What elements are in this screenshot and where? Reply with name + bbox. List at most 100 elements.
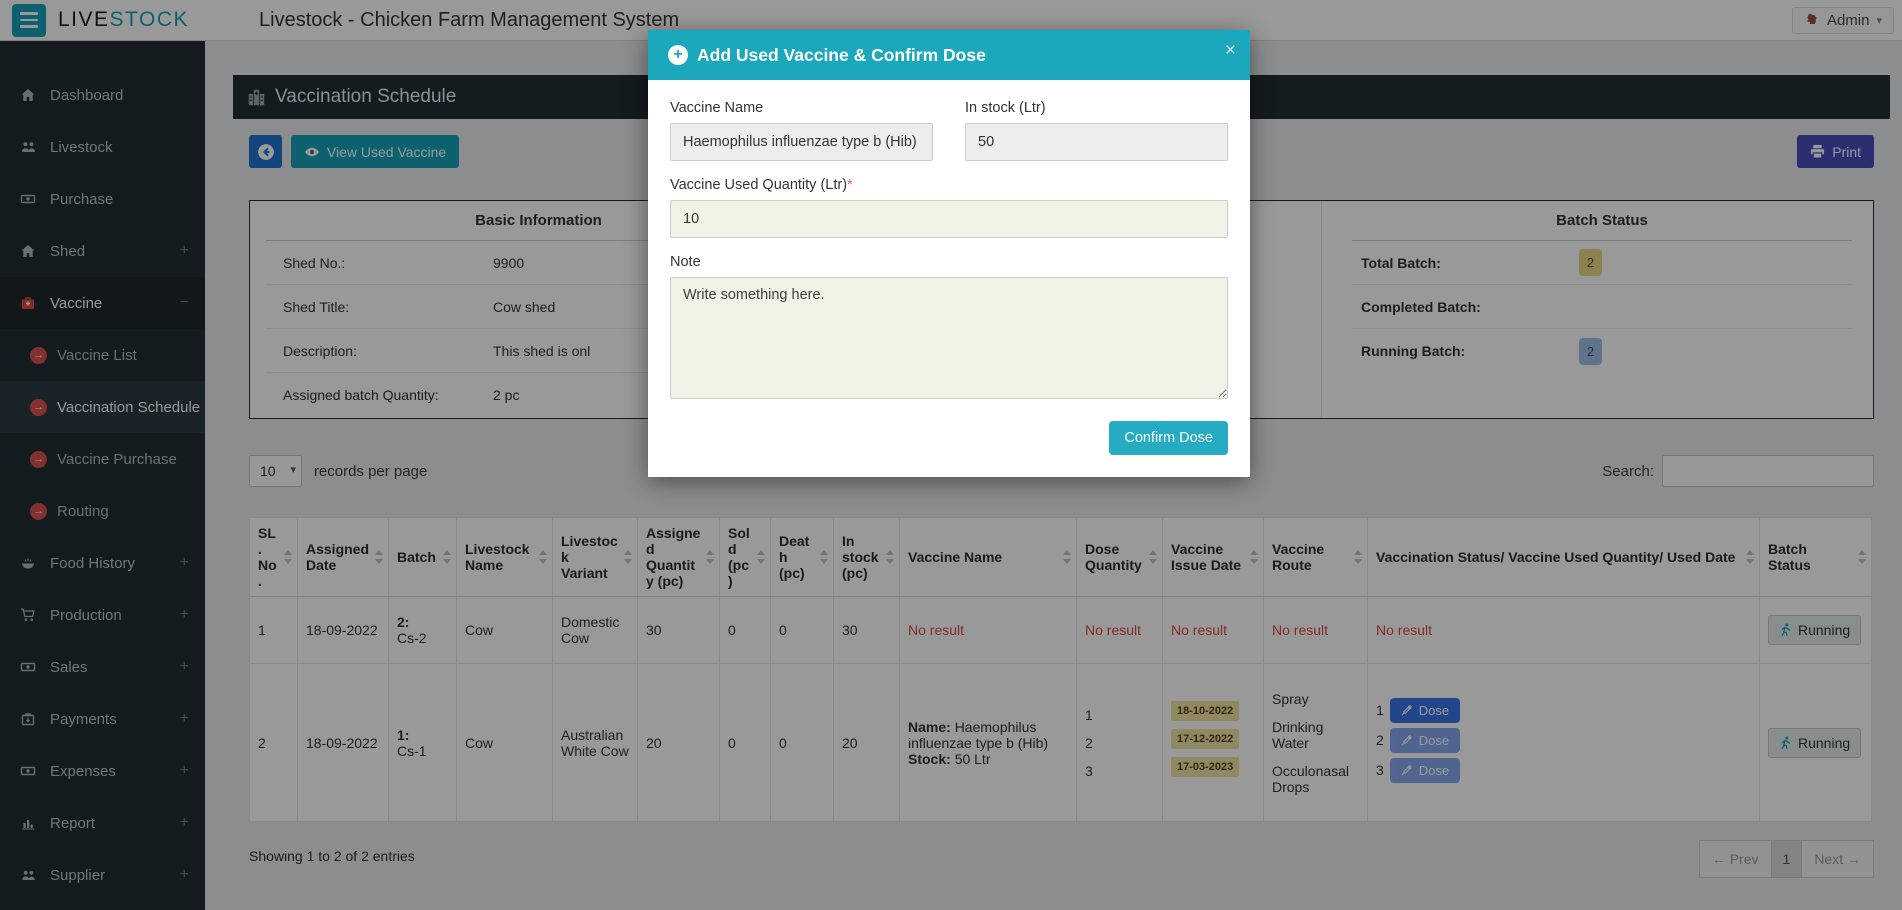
hamburger-menu-icon[interactable] [12, 3, 46, 37]
bowl-icon [18, 555, 38, 571]
modal-header: + Add Used Vaccine & Confirm Dose × [648, 30, 1250, 80]
col-assigned-date[interactable]: Assigned Date [297, 517, 389, 597]
col-batch[interactable]: Batch [388, 517, 457, 597]
sidebar-item-report[interactable]: Report + [0, 797, 205, 849]
view-used-vaccine-button[interactable]: View Used Vaccine [290, 135, 460, 168]
sidebar-item-routing[interactable]: → Routing [0, 485, 205, 537]
sidebar-item-payments[interactable]: Payments + [0, 693, 205, 745]
col-in-stock[interactable]: In stock (pc) [833, 517, 900, 597]
in-stock-input [965, 123, 1228, 161]
cell-vaccine-name: Name: Haemophilus influenzae type b (Hib… [899, 663, 1077, 822]
plus-circle-icon: + [668, 45, 688, 65]
cell-vaccine-name-empty: No result [899, 596, 1077, 664]
sidebar-item-label: Vaccine List [57, 346, 137, 364]
batch-status-completed-row: Completed Batch: [1352, 285, 1852, 329]
route-item: Occulonasal Drops [1272, 762, 1350, 795]
note-textarea[interactable] [670, 277, 1228, 399]
info-value: 2 pc [493, 387, 520, 403]
printer-icon [1811, 144, 1825, 159]
prev-page-button[interactable]: ← Prev [1698, 840, 1772, 878]
cell-assigned-qty: 30 [637, 596, 720, 664]
sidebar-item-purchase[interactable]: Purchase [0, 173, 205, 225]
page-1-button[interactable]: 1 [1771, 840, 1802, 878]
sidebar-item-food-history[interactable]: Food History + [0, 537, 205, 589]
sidebar-item-sales[interactable]: Sales + [0, 641, 205, 693]
expand-plus-icon: + [179, 762, 189, 779]
cell-issue-dates: 18-10-2022 17-12-2022 17-03-2023 [1162, 663, 1264, 822]
sidebar-item-expenses[interactable]: Expenses + [0, 745, 205, 797]
col-sl-no[interactable]: SL. No. [249, 517, 298, 597]
sidebar-item-dashboard[interactable]: Dashboard [0, 69, 205, 121]
main-content: Vaccination Schedule View Used Vaccine P… [205, 41, 1902, 910]
sidebar-item-vaccine[interactable]: Vaccine − [0, 277, 205, 329]
route-item: Drinking Water [1272, 718, 1324, 751]
chevron-down-icon: ▾ [1876, 14, 1882, 27]
total-batch-badge: 2 [1579, 249, 1602, 276]
close-icon[interactable]: × [1224, 40, 1236, 61]
col-sold[interactable]: Sold (pc) [719, 517, 771, 597]
col-death[interactable]: Death (pc) [770, 517, 834, 597]
dose-number: 3 [1376, 762, 1384, 778]
running-batch-badge: 2 [1579, 337, 1602, 365]
confirm-dose-button[interactable]: Confirm Dose [1109, 421, 1228, 455]
col-assigned-quantity[interactable]: Assigned Quantity (pc) [637, 517, 720, 597]
cell-death: 0 [770, 663, 834, 822]
sidebar-item-livestock[interactable]: Livestock [0, 121, 205, 173]
cell-sl: 1 [249, 596, 298, 664]
note-field: Note [670, 254, 1228, 402]
syringe-icon [1401, 734, 1412, 746]
panel-body: View Used Vaccine Print Basic Informatio… [233, 119, 1890, 896]
sidebar-item-production[interactable]: Production + [0, 589, 205, 641]
sidebar-item-vaccine-list[interactable]: → Vaccine List [0, 329, 205, 381]
shed-icon [18, 243, 38, 259]
cell-dose-quantity: 1 2 3 [1076, 663, 1163, 822]
sort-icon [624, 549, 632, 565]
sidebar-item-vaccine-purchase[interactable]: → Vaccine Purchase [0, 433, 205, 485]
sort-icon [886, 549, 894, 565]
cell-livestock-variant: Australian White Cow [552, 663, 638, 822]
sidebar-item-vaccination-schedule[interactable]: → Vaccination Schedule [0, 381, 205, 433]
col-livestock-name[interactable]: Livestock Name [456, 517, 553, 597]
info-row-shed-no: Shed No.: 9900 [266, 241, 811, 285]
admin-menu[interactable]: Admin ▾ [1791, 6, 1894, 34]
print-button[interactable]: Print [1797, 135, 1874, 168]
sidebar-item-shed[interactable]: Shed + [0, 225, 205, 277]
cell-assigned-date: 18-09-2022 [297, 663, 389, 822]
dose-button-2[interactable]: Dose [1389, 727, 1461, 753]
col-livestock-variant[interactable]: Livestock Variant [552, 517, 638, 597]
col-dose-quantity[interactable]: Dose Quantity [1076, 517, 1163, 597]
dose-button-3[interactable]: Dose [1389, 757, 1461, 783]
back-button[interactable] [249, 135, 282, 168]
running-status-chip[interactable]: Running [1768, 615, 1862, 645]
col-vaccine-route[interactable]: Vaccine Route [1263, 517, 1368, 597]
sort-icon [539, 549, 547, 565]
search-input[interactable] [1662, 455, 1874, 487]
cell-sold: 0 [719, 663, 771, 822]
sidebar-item-supplier[interactable]: Supplier + [0, 849, 205, 901]
col-vaccine-name[interactable]: Vaccine Name [899, 517, 1077, 597]
app-logo[interactable]: LIVESTOCK [58, 8, 189, 32]
records-per-page-select[interactable]: 10 [249, 455, 302, 487]
col-vaccination-status[interactable]: Vaccination Status/ Vaccine Used Quantit… [1367, 517, 1760, 597]
next-page-button[interactable]: Next → [1801, 840, 1874, 878]
sidebar-item-label: Vaccine [50, 294, 103, 312]
cell-batch: 2: Cs-2 [388, 596, 457, 664]
dose-button-1[interactable]: Dose [1389, 697, 1461, 723]
sidebar-item-label: Production [50, 606, 122, 624]
col-vaccine-issue-date[interactable]: Vaccine Issue Date [1162, 517, 1264, 597]
modal-footer: Confirm Dose [670, 421, 1228, 455]
users-icon [18, 867, 38, 883]
cell-sl: 2 [249, 663, 298, 822]
used-quantity-input[interactable] [670, 200, 1228, 238]
col-batch-status[interactable]: Batch Status [1759, 517, 1872, 597]
expand-plus-icon: + [179, 606, 189, 623]
sidebar-item-label: Livestock [50, 138, 113, 156]
running-man-icon [1781, 735, 1791, 749]
cell-sold: 0 [719, 596, 771, 664]
sort-icon [1746, 549, 1754, 565]
dose-number: 2 [1085, 734, 1093, 751]
vaccine-name-label: Vaccine Name [670, 100, 764, 116]
money-icon [18, 191, 38, 207]
running-status-chip[interactable]: Running [1768, 727, 1862, 758]
page-title: Livestock - Chicken Farm Management Syst… [259, 8, 680, 31]
